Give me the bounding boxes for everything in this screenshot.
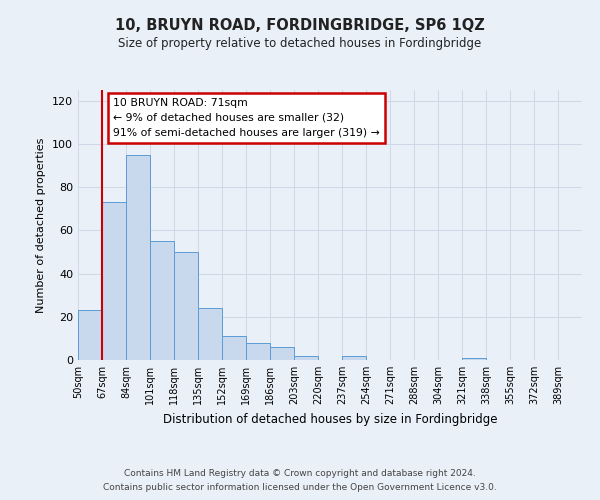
Bar <box>78 310 102 360</box>
Bar <box>198 308 222 360</box>
Text: Contains HM Land Registry data © Crown copyright and database right 2024.: Contains HM Land Registry data © Crown c… <box>124 468 476 477</box>
Bar <box>462 358 486 360</box>
Bar <box>246 342 270 360</box>
Bar <box>222 336 246 360</box>
Text: 10 BRUYN ROAD: 71sqm
← 9% of detached houses are smaller (32)
91% of semi-detach: 10 BRUYN ROAD: 71sqm ← 9% of detached ho… <box>113 98 380 138</box>
Bar <box>174 252 198 360</box>
Bar <box>294 356 318 360</box>
Y-axis label: Number of detached properties: Number of detached properties <box>37 138 46 312</box>
Bar <box>102 202 126 360</box>
X-axis label: Distribution of detached houses by size in Fordingbridge: Distribution of detached houses by size … <box>163 412 497 426</box>
Bar <box>270 347 294 360</box>
Text: 10, BRUYN ROAD, FORDINGBRIDGE, SP6 1QZ: 10, BRUYN ROAD, FORDINGBRIDGE, SP6 1QZ <box>115 18 485 32</box>
Bar <box>126 155 150 360</box>
Text: Size of property relative to detached houses in Fordingbridge: Size of property relative to detached ho… <box>118 38 482 51</box>
Text: Contains public sector information licensed under the Open Government Licence v3: Contains public sector information licen… <box>103 484 497 492</box>
Bar <box>150 241 174 360</box>
Bar <box>342 356 366 360</box>
